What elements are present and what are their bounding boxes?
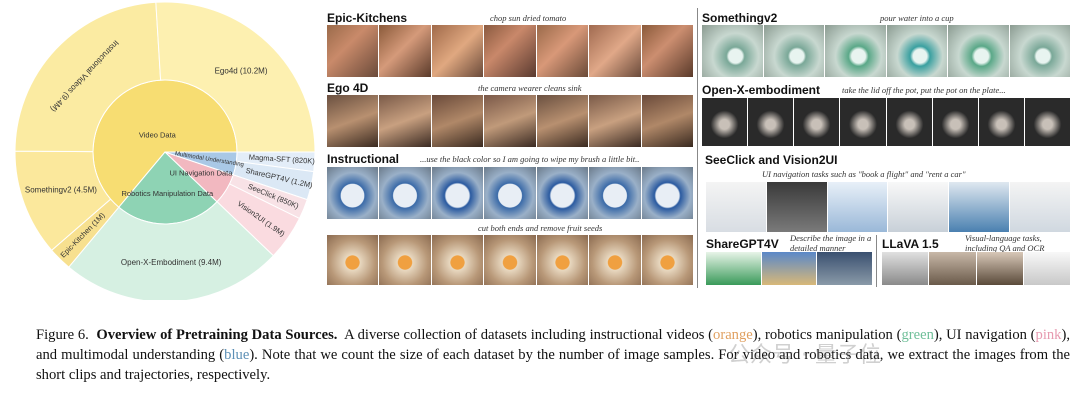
frames-somethingv2 [702, 25, 1070, 77]
frames-epic-kitchens [327, 25, 693, 77]
figure-heading: Overview of Pretraining Data Sources. [96, 327, 338, 343]
panel-title-open-x-embodiment: Open-X-embodiment [702, 83, 821, 97]
caption-word-blue: blue [224, 347, 250, 363]
panel-divider [697, 8, 698, 288]
outer-wedge-open-x-embodiment-9-4m [68, 201, 275, 300]
panel-title-sharegpt4v: ShareGPT4V [706, 237, 779, 251]
caption-word-pink: pink [1035, 327, 1062, 343]
frames-ego4d [327, 95, 693, 147]
inner-label-robotics-manipulation-data: Robotics Manipulation Data [121, 189, 214, 198]
caption-sharegpt4v: Describe the image in a detailed manner [790, 233, 872, 253]
figure-label: Figure 6. [36, 327, 89, 343]
caption-word-green: green [901, 327, 934, 343]
caption-instructional: ...use the black color so I am going to … [420, 154, 640, 164]
panel-title-seeclick-vision2ui: SeeClick and Vision2UI [705, 153, 838, 167]
caption-ego4d: the camera wearer cleans sink [478, 83, 582, 93]
outer-wedge-ego4d-10-2m [155, 1, 316, 153]
panel-divider-small [876, 235, 877, 287]
frames-sharegpt4v [706, 252, 872, 285]
caption-text-2: ), robotics manipulation ( [752, 327, 902, 343]
caption-text-4: ), and multimodal understanding ( [36, 327, 1070, 363]
caption-instructional-2: cut both ends and remove fruit seeds [478, 223, 603, 233]
outer-wedge-instructional-videos-9-4m [14, 1, 162, 153]
caption-epic-kitchens: chop sun dried tomato [490, 13, 567, 23]
caption-llava: Visual-language tasks, including QA and … [965, 233, 1045, 253]
caption-somethingv2: pour water into a cup [880, 13, 954, 23]
caption-text-1: A diverse collection of datasets includi… [344, 327, 714, 343]
panel-title-ego4d: Ego 4D [327, 81, 369, 95]
caption-open-x-embodiment: take the lid off the pot, put the pot on… [842, 85, 1006, 95]
frames-llava [882, 252, 1070, 285]
watermark: 公众号 · 量子位 [728, 343, 881, 368]
outer-label-somethingv2-4-5m: Somethingv2 (4.5M) [25, 186, 97, 195]
outer-label-magma-sft-820k: Magma-SFT (820K) [248, 152, 315, 165]
frames-open-x-embodiment [702, 98, 1070, 146]
panel-title-instructional: Instructional [327, 152, 400, 166]
frames-instructional-fruit [327, 235, 693, 285]
outer-label-ego4d-10-2m: Ego4d (10.2M) [215, 66, 268, 75]
caption-seeclick-vision2ui: UI navigation tasks such as "book a flig… [762, 169, 966, 179]
sunburst-chart: Magma-SFT (820K)ShareGPT4V (1.2M)SeeClic… [14, 1, 316, 300]
frames-ui-screenshots [706, 182, 1070, 232]
frames-instructional-painting [327, 167, 693, 219]
panel-title-llava: LLaVA 1.5 [882, 237, 939, 251]
caption-text-5: ). Note that we count the size of each d… [36, 347, 1070, 383]
panel-title-somethingv2: Somethingv2 [702, 11, 778, 25]
figure-caption: Figure 6. Overview of Pretraining Data S… [36, 325, 1070, 385]
inner-label-video-data: Video Data [139, 131, 177, 140]
outer-label-open-x-embodiment-9-4m: Open-X-Embodiment (9.4M) [121, 258, 222, 267]
inner-label-ui-navigation-data: UI Navigation Data [169, 169, 233, 178]
caption-word-orange: orange [713, 327, 753, 343]
panel-title-epic-kitchens: Epic-Kitchens [327, 11, 408, 25]
caption-text-3: ), UI navigation ( [933, 327, 1036, 343]
